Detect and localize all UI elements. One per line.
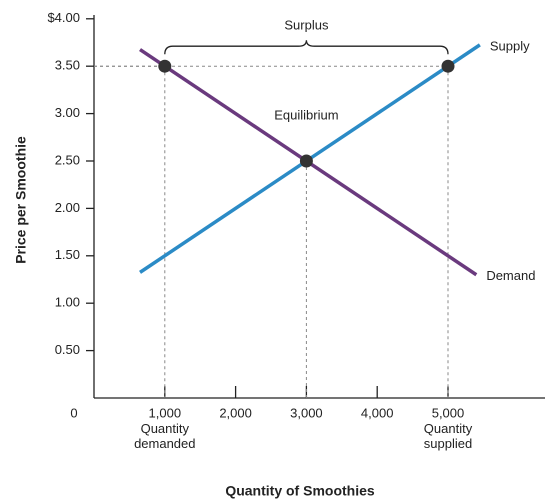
surplus-label: Surplus xyxy=(284,18,329,33)
y-tick-label: 2.50 xyxy=(55,152,80,167)
point xyxy=(441,59,455,73)
x-axis-title: Quantity of Smoothies xyxy=(225,483,375,499)
origin-label: 0 xyxy=(70,405,77,420)
x-note: Quantity demanded xyxy=(134,421,195,451)
y-tick-label: $4.00 xyxy=(47,10,80,25)
x-tick-label: 4,000 xyxy=(361,405,394,420)
x-tick-label: 5,000 xyxy=(432,405,465,420)
y-tick-label: 1.50 xyxy=(55,247,80,262)
y-tick-label: 3.50 xyxy=(55,58,80,73)
series-label: Demand xyxy=(486,268,535,283)
point xyxy=(299,154,313,168)
point xyxy=(158,59,172,73)
y-tick-label: 3.00 xyxy=(55,105,80,120)
equilibrium-label: Equilibrium xyxy=(274,107,338,122)
surplus-brace xyxy=(164,40,449,55)
y-tick-label: 0.50 xyxy=(55,342,80,357)
y-axis-title: Price per Smoothie xyxy=(13,136,29,264)
y-tick-label: 2.00 xyxy=(55,200,80,215)
series-label: Supply xyxy=(490,38,530,53)
x-tick-label: 3,000 xyxy=(290,405,323,420)
x-tick-label: 2,000 xyxy=(219,405,252,420)
x-note: Quantity supplied xyxy=(424,421,473,451)
x-tick-label: 1,000 xyxy=(149,405,182,420)
y-tick-label: 1.00 xyxy=(55,295,80,310)
